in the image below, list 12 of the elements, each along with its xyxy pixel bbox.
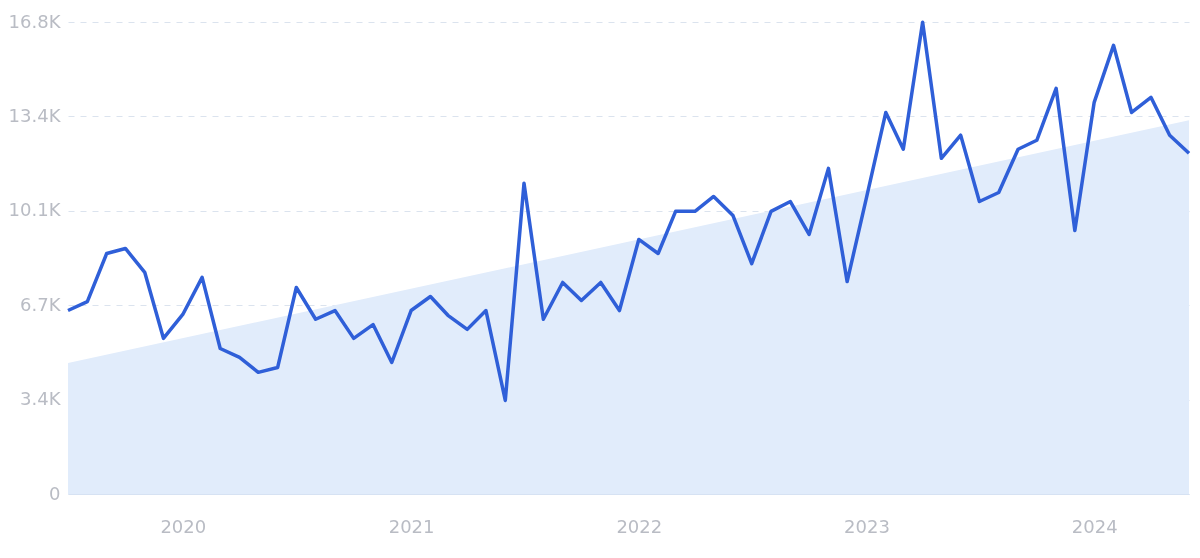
y-tick-label: 16.8K [8, 10, 62, 32]
line-series [66, 20, 1191, 403]
x-tick-label: 2022 [616, 515, 663, 537]
x-tick-label: 2023 [844, 515, 890, 537]
y-tick-label: 0 [49, 482, 61, 504]
y-tick-label: 6.7K [20, 293, 62, 315]
x-tick-label: 2021 [388, 515, 435, 537]
x-tick-label: 2020 [160, 515, 207, 537]
x-tick-label: 2024 [1071, 515, 1118, 537]
y-tick-label: 13.4K [8, 104, 62, 126]
y-tick-label: 3.4K [20, 388, 62, 410]
y-tick-label: 10.1K [8, 199, 62, 221]
